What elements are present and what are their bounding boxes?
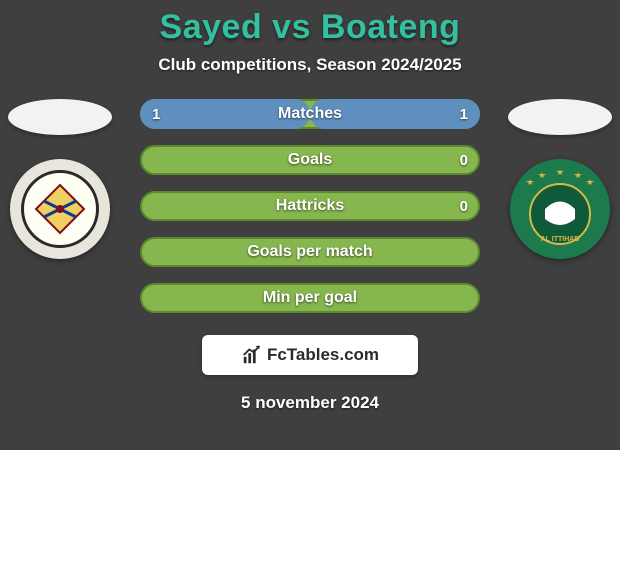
bar-fill-right bbox=[310, 99, 480, 129]
brand-chart-icon bbox=[241, 344, 263, 366]
date-text: 5 november 2024 bbox=[0, 393, 620, 413]
crest-left-emblem bbox=[21, 170, 99, 248]
stat-bar-row: Goals0 bbox=[140, 145, 480, 175]
svg-text:AL ITTIHAD: AL ITTIHAD bbox=[541, 236, 580, 243]
crest-right-svg: AL ITTIHAD bbox=[510, 159, 610, 259]
crest-left-svg bbox=[30, 179, 90, 239]
brand-box: FcTables.com bbox=[202, 335, 418, 375]
country-flag-right bbox=[508, 99, 612, 135]
bar-fill-left bbox=[140, 99, 310, 129]
stat-bar-row: Matches11 bbox=[140, 99, 480, 129]
crest-right-emblem: AL ITTIHAD bbox=[510, 159, 610, 259]
page-title: Sayed vs Boateng bbox=[0, 8, 620, 47]
bar-track bbox=[140, 283, 480, 313]
bar-track bbox=[140, 191, 480, 221]
stat-bar-row: Min per goal bbox=[140, 283, 480, 313]
content-area: AL ITTIHAD Matches11Goals0Hattricks0Goal… bbox=[0, 99, 620, 413]
comparison-card: Sayed vs Boateng Club competitions, Seas… bbox=[0, 0, 620, 450]
stat-bar-row: Goals per match bbox=[140, 237, 480, 267]
country-flag-left bbox=[8, 99, 112, 135]
bar-value-left: 1 bbox=[152, 99, 160, 129]
bar-value-right: 0 bbox=[460, 145, 468, 175]
brand-text: FcTables.com bbox=[267, 345, 379, 365]
stat-bars: Matches11Goals0Hattricks0Goals per match… bbox=[140, 99, 480, 313]
bar-value-right: 0 bbox=[460, 191, 468, 221]
club-crest-right: AL ITTIHAD bbox=[510, 159, 610, 259]
bar-value-right: 1 bbox=[460, 99, 468, 129]
stat-bar-row: Hattricks0 bbox=[140, 191, 480, 221]
bar-track bbox=[140, 237, 480, 267]
subtitle: Club competitions, Season 2024/2025 bbox=[0, 55, 620, 75]
bar-track bbox=[140, 145, 480, 175]
club-crest-left bbox=[10, 159, 110, 259]
